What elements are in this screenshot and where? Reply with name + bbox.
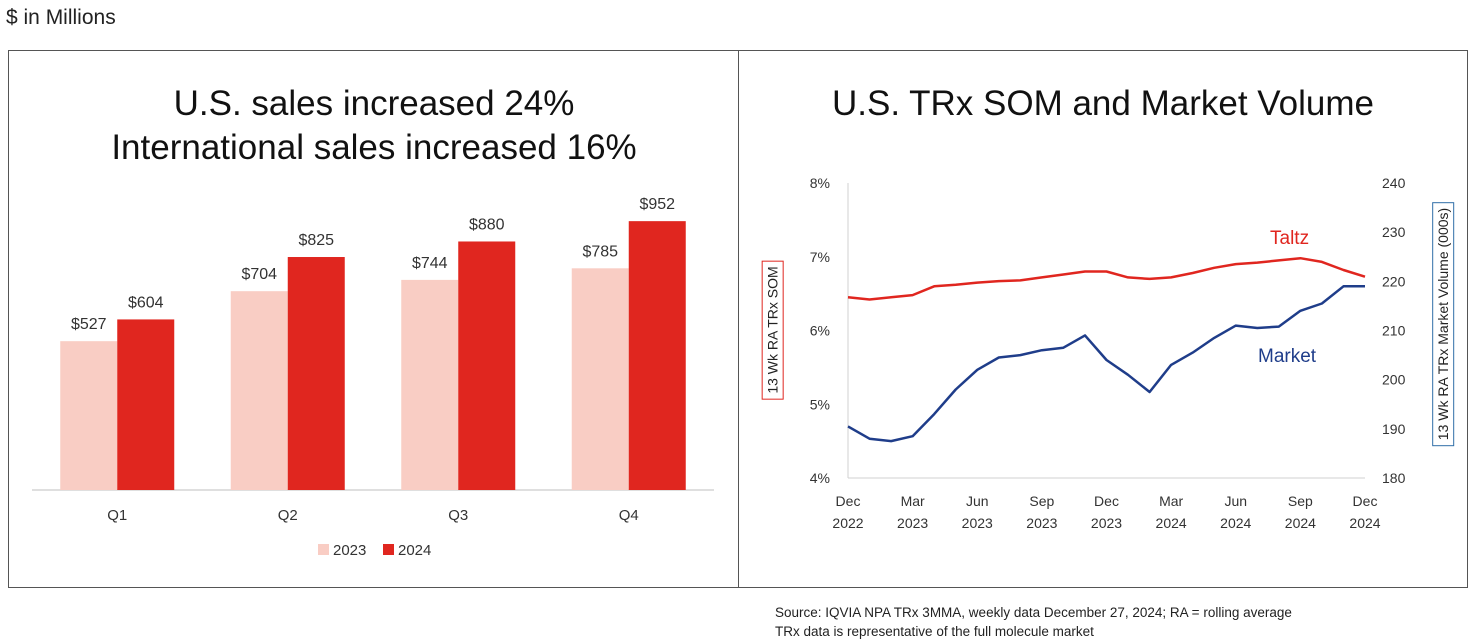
y-right-tick-label: 230 [1382, 224, 1406, 240]
y-left-tick-label: 5% [810, 396, 830, 412]
y-right-tick-label: 240 [1382, 175, 1406, 191]
left-title-line-2: International sales increased 16% [111, 128, 637, 167]
bar-value-label: $527 [71, 316, 107, 333]
bar-2024-Q2 [287, 257, 345, 490]
y-right-tick-label: 190 [1382, 421, 1406, 437]
x-tick-label: Mar 2024 [1156, 493, 1187, 531]
x-tick-label: Dec 2024 [1349, 493, 1380, 531]
x-tick-label: Jun 2023 [962, 493, 993, 531]
y-right-tick-label: 220 [1382, 273, 1406, 289]
x-tick-label: Dec 2023 [1091, 493, 1122, 531]
legend-swatch-2023 [318, 544, 329, 555]
bar-2023-Q2 [230, 291, 288, 490]
legend-swatch-2024 [383, 544, 394, 555]
bar-value-label: $744 [412, 255, 448, 272]
source-line-1: Source: IQVIA NPA TRx 3MMA, weekly data … [775, 605, 1292, 620]
x-tick-label: Mar 2023 [897, 493, 928, 531]
source-line-2: TRx data is representative of the full m… [775, 624, 1094, 639]
series-label-market: Market [1258, 346, 1317, 367]
x-tick-label: Jun 2024 [1220, 493, 1251, 531]
series-label-taltz: Taltz [1270, 228, 1309, 249]
y-axis-left-label: 13 Wk RA TRx SOM [761, 260, 784, 400]
y-left-tick-label: 6% [810, 323, 830, 339]
bar-value-label: $880 [469, 216, 505, 233]
bar-category-label: Q1 [107, 507, 127, 524]
bar-value-label: $825 [298, 232, 334, 249]
bar-2023-Q3 [401, 279, 459, 490]
left-chart-title: U.S. sales increased 24% International s… [10, 82, 738, 170]
bar-value-label: $785 [582, 243, 618, 260]
x-tick-label: Sep 2024 [1285, 493, 1316, 531]
bar-category-label: Q2 [278, 507, 298, 524]
y-right-tick-label: 200 [1382, 372, 1406, 388]
x-tick-label: Sep 2023 [1026, 493, 1057, 531]
y-left-tick-label: 7% [810, 249, 830, 265]
left-title-line-1: U.S. sales increased 24% [173, 84, 575, 123]
legend-label-2023: 2023 [333, 542, 366, 559]
bar-2024-Q1 [117, 319, 175, 490]
y-axis-right-label: 13 Wk RA TRx Market Volume (000s) [1432, 201, 1455, 447]
y-left-tick-label: 8% [810, 175, 830, 191]
series-line-market [847, 285, 1365, 443]
series-line-taltz [847, 256, 1366, 301]
x-tick-label: Dec 2022 [832, 493, 863, 531]
bar-2024-Q4 [628, 221, 686, 491]
right-chart-title: U.S. TRx SOM and Market Volume [831, 84, 1375, 123]
panel-divider [738, 50, 739, 588]
y-left-tick-label: 4% [810, 470, 830, 486]
bar-2023-Q1 [60, 341, 118, 490]
bar-2023-Q4 [571, 268, 629, 490]
y-right-tick-label: 210 [1382, 323, 1406, 339]
bar-value-label: $952 [639, 196, 675, 213]
unit-note: $ in Millions [6, 6, 116, 29]
bar-category-label: Q4 [619, 507, 639, 524]
y-right-tick-label: 180 [1382, 470, 1406, 486]
bar-category-label: Q3 [448, 507, 468, 524]
legend-label-2024: 2024 [398, 542, 431, 559]
source-note: Source: IQVIA NPA TRx 3MMA, weekly data … [775, 603, 1292, 641]
bar-value-label: $704 [241, 266, 277, 283]
bar-value-label: $604 [128, 294, 164, 311]
bar-2024-Q3 [458, 241, 516, 490]
